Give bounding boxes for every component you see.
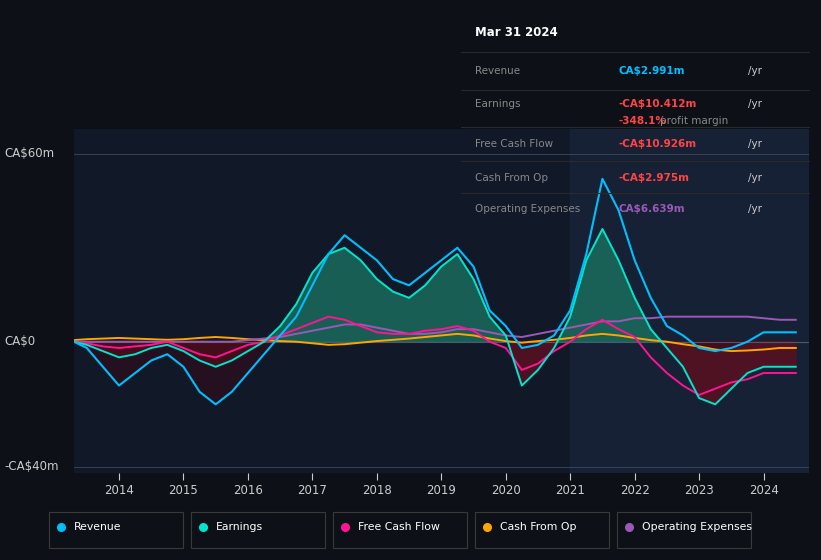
FancyBboxPatch shape xyxy=(190,512,325,548)
Text: Earnings: Earnings xyxy=(475,99,521,109)
Text: /yr: /yr xyxy=(748,66,762,76)
Text: Operating Expenses: Operating Expenses xyxy=(641,522,751,531)
FancyBboxPatch shape xyxy=(333,512,467,548)
Text: CA$0: CA$0 xyxy=(4,335,35,348)
FancyBboxPatch shape xyxy=(48,512,183,548)
Bar xyxy=(571,129,809,473)
Text: Earnings: Earnings xyxy=(216,522,263,531)
Text: -CA$10.926m: -CA$10.926m xyxy=(618,139,696,149)
Text: /yr: /yr xyxy=(748,99,762,109)
Text: Operating Expenses: Operating Expenses xyxy=(475,204,580,214)
Text: -CA$2.975m: -CA$2.975m xyxy=(618,173,690,183)
Text: Revenue: Revenue xyxy=(475,66,521,76)
Text: Cash From Op: Cash From Op xyxy=(499,522,576,531)
Text: profit margin: profit margin xyxy=(660,116,728,126)
Text: Cash From Op: Cash From Op xyxy=(475,173,548,183)
Text: CA$6.639m: CA$6.639m xyxy=(618,204,685,214)
Text: -CA$40m: -CA$40m xyxy=(4,460,58,473)
Text: /yr: /yr xyxy=(748,173,762,183)
Text: -CA$10.412m: -CA$10.412m xyxy=(618,99,697,109)
Text: Revenue: Revenue xyxy=(74,522,121,531)
Text: CA$2.991m: CA$2.991m xyxy=(618,66,685,76)
Text: /yr: /yr xyxy=(748,204,762,214)
Text: Mar 31 2024: Mar 31 2024 xyxy=(475,26,558,39)
Text: /yr: /yr xyxy=(748,139,762,149)
Text: Free Cash Flow: Free Cash Flow xyxy=(357,522,439,531)
FancyBboxPatch shape xyxy=(617,512,751,548)
Text: Free Cash Flow: Free Cash Flow xyxy=(475,139,553,149)
FancyBboxPatch shape xyxy=(475,512,609,548)
Text: -348.1%: -348.1% xyxy=(618,116,667,126)
Text: CA$60m: CA$60m xyxy=(4,147,54,160)
